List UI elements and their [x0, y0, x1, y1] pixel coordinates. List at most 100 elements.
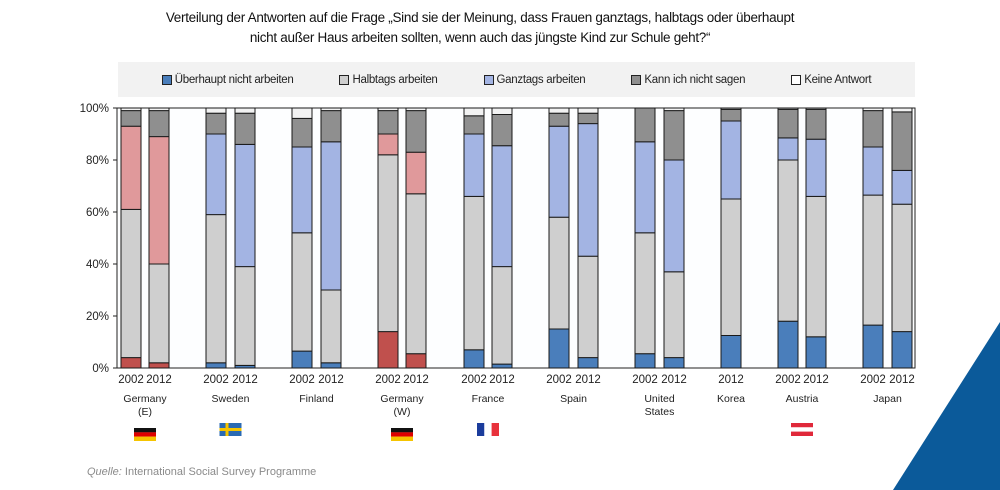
- bar-segment-halb: [634, 232, 656, 355]
- bar-segment-ganz: [805, 138, 827, 197]
- bar-segment-keine: [463, 107, 485, 117]
- bar-segment-halb: [463, 195, 485, 351]
- bar-segment-keine: [291, 107, 313, 119]
- flag-germany-stripe: [134, 428, 156, 433]
- bar-segment-ganz: [663, 159, 685, 273]
- bar-segment-ganz: [120, 125, 142, 210]
- country-label: (E): [138, 406, 152, 418]
- source-note: Quelle: International Social Survey Prog…: [87, 466, 316, 478]
- flag-sweden-cross: [219, 428, 242, 431]
- x-tick-label: 2012: [661, 374, 687, 386]
- bar-segment-kann: [463, 115, 485, 135]
- bar-segment-kann: [862, 110, 884, 148]
- x-tick-label: 2012: [489, 374, 515, 386]
- x-tick-label: 2012: [803, 374, 829, 386]
- bar-segment-nicht: [805, 336, 827, 369]
- bar-segment-nicht: [634, 353, 656, 369]
- bar-segment-halb: [862, 194, 884, 326]
- x-tick-label: 2012: [318, 374, 344, 386]
- bar-segment-halb: [891, 203, 913, 333]
- bar-segment-halb: [805, 195, 827, 338]
- legend-swatch: [483, 74, 494, 85]
- flag-germany-stripe: [134, 432, 156, 437]
- x-tick-label: 2002: [289, 374, 315, 386]
- bar-segment-ganz: [148, 136, 170, 265]
- bar-segment-kann: [320, 110, 342, 143]
- chart-title: Verteilung der Antworten auf die Frage „…: [140, 8, 820, 48]
- y-tick-label: 100%: [80, 103, 109, 115]
- x-tick-label: 2002: [775, 374, 801, 386]
- title-line-1: Verteilung der Antworten auf die Frage „…: [165, 10, 795, 25]
- bar-segment-halb: [405, 193, 427, 355]
- bar-segment-nicht: [291, 350, 313, 369]
- bar-segment-nicht: [891, 331, 913, 369]
- legend-item: Halbtags arbeiten: [339, 74, 438, 86]
- country-label: United: [644, 393, 675, 405]
- country-label: France: [472, 393, 505, 405]
- flag-sweden-cross: [225, 423, 229, 436]
- bar-segment-halb: [577, 255, 599, 359]
- x-tick-label: 2012: [889, 374, 915, 386]
- bar-segment-ganz: [634, 141, 656, 234]
- legend-swatch: [631, 74, 642, 85]
- flag-austria-stripe: [791, 423, 813, 428]
- flag-germany-stripe: [134, 436, 156, 441]
- flag-france-stripe: [484, 423, 492, 436]
- flag-france-stripe: [491, 423, 499, 436]
- y-tick-label: 20%: [86, 311, 109, 323]
- bar-segment-keine: [720, 107, 742, 110]
- bar-segment-kann: [148, 110, 170, 138]
- bar-segment-keine: [377, 107, 399, 112]
- bar-segment-halb: [148, 263, 170, 364]
- country-label: Finland: [299, 393, 334, 405]
- legend-item: Keine Antwort: [791, 74, 872, 86]
- bar-segment-ganz: [320, 141, 342, 291]
- bar-segment-nicht: [663, 357, 685, 369]
- flag-france-stripe: [477, 423, 485, 436]
- legend-label: Überhaupt nicht arbeiten: [174, 73, 294, 86]
- x-tick-label: 2012: [403, 374, 429, 386]
- bar-segment-halb: [291, 232, 313, 352]
- bar-segment-keine: [205, 107, 227, 114]
- y-tick-label: 60%: [86, 207, 109, 219]
- bar-segment-ganz: [491, 145, 513, 268]
- bar-segment-ganz: [548, 125, 570, 218]
- x-tick-label: 2002: [546, 374, 572, 386]
- legend-swatch: [161, 74, 172, 85]
- bar-segment-halb: [720, 198, 742, 336]
- bar-segment-halb: [548, 216, 570, 330]
- bar-segment-nicht: [205, 362, 227, 369]
- bar-segment-kann: [491, 114, 513, 147]
- country-label: Spain: [560, 393, 587, 405]
- x-tick-label: 2012: [575, 374, 601, 386]
- bar-segment-ganz: [405, 151, 427, 195]
- bar-segment-kann: [548, 112, 570, 127]
- bar-segment-kann: [891, 111, 913, 171]
- bar-segment-keine: [320, 107, 342, 112]
- bar-segment-ganz: [577, 123, 599, 257]
- bar-segment-keine: [234, 107, 256, 114]
- legend-item: Kann ich nicht sagen: [631, 73, 746, 86]
- bar-segment-halb: [377, 154, 399, 333]
- y-tick-label: 80%: [86, 155, 109, 167]
- bar-segment-nicht: [463, 349, 485, 369]
- corner-triangle: [893, 322, 1000, 490]
- bar-segment-nicht: [777, 320, 799, 369]
- bar-segment-keine: [577, 107, 599, 114]
- bar-segment-halb: [320, 289, 342, 364]
- flag-austria-stripe: [791, 427, 813, 432]
- x-tick-label: 2002: [860, 374, 886, 386]
- bar-segment-kann: [805, 108, 827, 140]
- x-tick-label: 2002: [461, 374, 487, 386]
- bar-segment-ganz: [720, 120, 742, 200]
- source-text: International Social Survey Programme: [121, 466, 317, 478]
- country-label: (W): [394, 406, 411, 418]
- bar-segment-ganz: [463, 133, 485, 197]
- legend-label: Kann ich nicht sagen: [644, 73, 746, 86]
- bar-segment-keine: [862, 107, 884, 112]
- bar-segment-keine: [548, 107, 570, 114]
- bar-segment-kann: [234, 112, 256, 145]
- flag-germany-stripe: [391, 436, 413, 441]
